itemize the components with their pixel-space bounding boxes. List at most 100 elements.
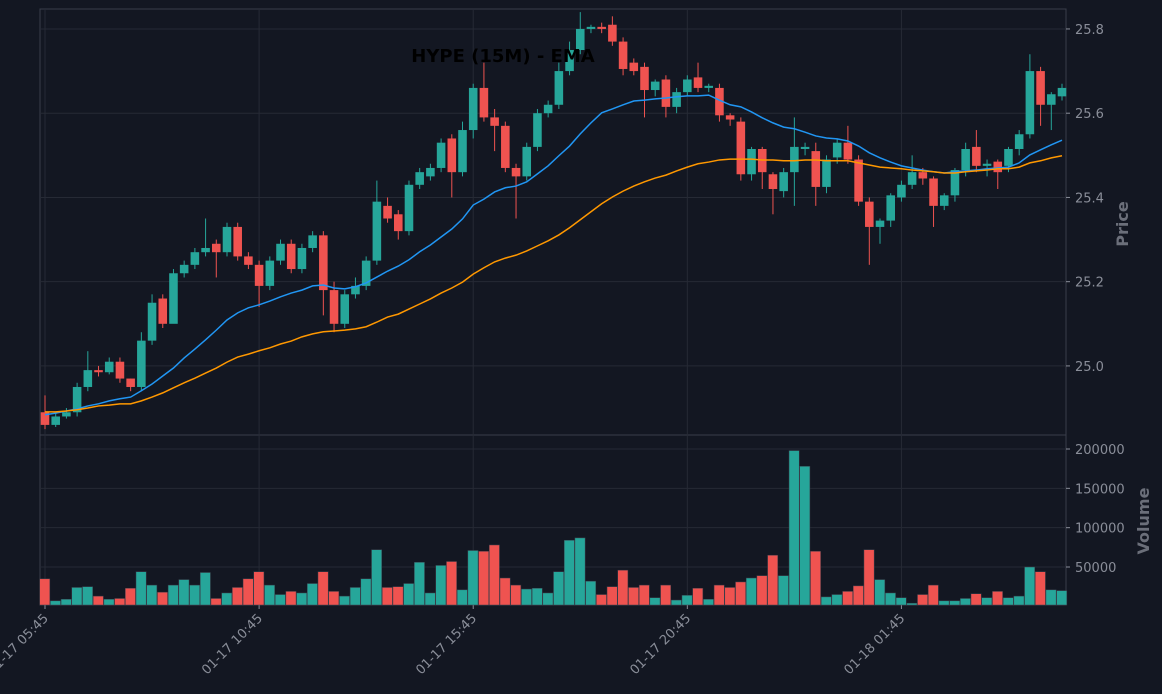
candle-body [319, 235, 328, 291]
candle-body [329, 290, 339, 324]
volume-bar [285, 591, 297, 606]
volume-bar [403, 583, 415, 606]
volume-bar [264, 584, 275, 606]
volume-bar [596, 594, 607, 606]
candle-body [897, 184, 906, 198]
volume-bar [852, 585, 864, 606]
volume-bar [71, 587, 83, 606]
volume-bar [210, 598, 222, 606]
volume-bar [756, 575, 768, 606]
candle-body [704, 85, 714, 88]
volume-bar [628, 587, 639, 606]
candle-body [62, 412, 71, 417]
volume-tick-label: 200000 [1075, 443, 1125, 458]
volume-bar [178, 579, 190, 606]
volume-bar [735, 581, 746, 606]
candle-body [404, 184, 414, 232]
volume-bar [232, 587, 243, 606]
candle-body [522, 146, 532, 177]
volume-bar [371, 549, 382, 606]
candle-body [201, 247, 210, 253]
volume-bar [125, 587, 136, 606]
candle-body [661, 79, 671, 107]
candle-body [575, 28, 585, 51]
candle-body [222, 226, 232, 253]
candle-body [1036, 71, 1045, 105]
candle-body [929, 178, 938, 206]
candle-body [308, 235, 317, 248]
candle-body [736, 121, 746, 175]
volume-bar [810, 551, 821, 606]
volume-bar [146, 584, 158, 606]
volume-bar [713, 584, 725, 606]
volume-bar [167, 584, 179, 606]
volume-bar [970, 593, 982, 606]
volume-bar [82, 586, 93, 606]
candle-body [212, 243, 221, 253]
volume-tick-label: 150000 [1075, 482, 1125, 497]
candle-body [490, 117, 499, 126]
candle-body [147, 302, 157, 341]
candle-body [865, 201, 874, 227]
candle-body [961, 148, 970, 171]
candle-body [179, 264, 189, 274]
volume-bar [863, 549, 875, 606]
volume-bar [799, 466, 811, 606]
volume-bar [692, 587, 704, 606]
candle-body [972, 146, 981, 166]
candle-body [468, 87, 478, 131]
candle-body [790, 146, 799, 173]
candle-body [511, 167, 521, 177]
candle-body [543, 104, 553, 114]
volume-bar [649, 597, 661, 606]
volume-bar [563, 540, 575, 606]
candle-body [169, 273, 178, 324]
ema-line [45, 155, 1063, 413]
candle-body [158, 298, 168, 324]
candle-body [715, 87, 724, 116]
volume-bar [435, 565, 447, 606]
volume-bar [960, 598, 971, 606]
volume-bar [478, 551, 490, 606]
candle-body [254, 264, 264, 286]
volume-bar [424, 592, 436, 606]
volume-bar [199, 572, 211, 606]
candle-body [693, 77, 703, 88]
volume-bar [489, 544, 500, 606]
candle-body [190, 252, 200, 265]
candle-body [51, 416, 60, 425]
candle-body [640, 66, 649, 91]
volume-bar [39, 578, 51, 606]
volume-bar [531, 587, 543, 606]
candle-body [832, 142, 842, 158]
y-tick-label: 25.6 [1075, 107, 1104, 122]
volume-bar [328, 591, 340, 606]
candle-body [822, 159, 831, 187]
volume-bar [157, 591, 168, 606]
candle-body [597, 26, 606, 29]
candle-body [372, 201, 382, 261]
volume-bar [414, 562, 425, 606]
volume-tick-label: 50000 [1075, 561, 1116, 576]
volume-bar [135, 571, 147, 606]
volume-bar [885, 592, 896, 606]
candle-body [340, 294, 350, 324]
candle-body [747, 148, 756, 175]
volume-bar [895, 597, 907, 606]
volume-bar [542, 592, 554, 606]
y-tick-label: 25.2 [1075, 276, 1104, 291]
volume-bar [349, 587, 361, 606]
candle-body [725, 115, 735, 120]
candle-body [393, 214, 403, 232]
volume-bar [938, 600, 950, 606]
volume-bar [981, 597, 993, 606]
candle-body [993, 161, 1003, 173]
volume-bar [467, 550, 479, 606]
volume-bar [392, 586, 404, 606]
candle-body [565, 50, 574, 72]
candle-body [72, 386, 82, 413]
candle-body [297, 247, 307, 270]
ema-line [44, 94, 1063, 416]
